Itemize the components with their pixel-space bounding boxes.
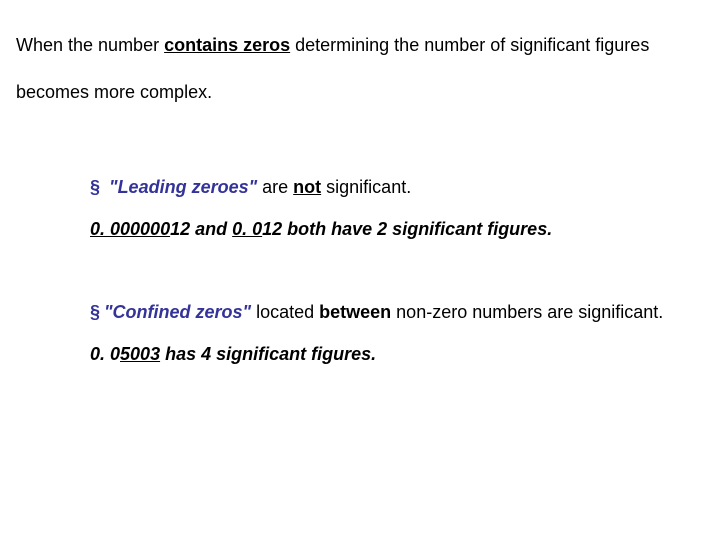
bullet-marker-icon: § bbox=[90, 177, 100, 197]
intro-paragraph: When the number contains zeros determini… bbox=[16, 22, 704, 116]
ex2-p2: has 4 significant figures. bbox=[160, 344, 376, 364]
example-2: 0. 05003 has 4 significant figures. bbox=[90, 343, 684, 366]
bullet1-t2: are bbox=[257, 177, 293, 197]
bullet-marker-icon: § bbox=[90, 302, 100, 322]
bullet2-t2: located bbox=[251, 302, 319, 322]
ex1-p2: 12 both have 2 significant figures. bbox=[262, 219, 552, 239]
bullet-1: § "Leading zeroes" are not significant. bbox=[90, 176, 684, 199]
bullet2-t4: non-zero numbers are significant. bbox=[391, 302, 663, 322]
ex1-p1: 12 and bbox=[170, 219, 232, 239]
slide: When the number contains zeros determini… bbox=[0, 0, 720, 382]
bullet2-t3: between bbox=[319, 302, 391, 322]
bullet-list: § "Leading zeroes" are not significant. … bbox=[90, 176, 684, 366]
intro-pre: When the number bbox=[16, 35, 164, 55]
bullet1-t1: "Leading zeroes" bbox=[109, 177, 257, 197]
bullet1-t3: not bbox=[293, 177, 321, 197]
ex1-u2: 0. 0 bbox=[232, 219, 262, 239]
bullet1-t4: significant. bbox=[321, 177, 411, 197]
bullet2-t1: "Confined zeros" bbox=[104, 302, 251, 322]
ex2-u1: 5003 bbox=[120, 344, 160, 364]
ex1-u1: 0. 000000 bbox=[90, 219, 170, 239]
bullet-2: §"Confined zeros" located between non-ze… bbox=[90, 301, 684, 324]
example-1: 0. 00000012 and 0. 012 both have 2 signi… bbox=[90, 218, 684, 241]
ex2-p1: 0. 0 bbox=[90, 344, 120, 364]
intro-emph: contains zeros bbox=[164, 35, 290, 55]
